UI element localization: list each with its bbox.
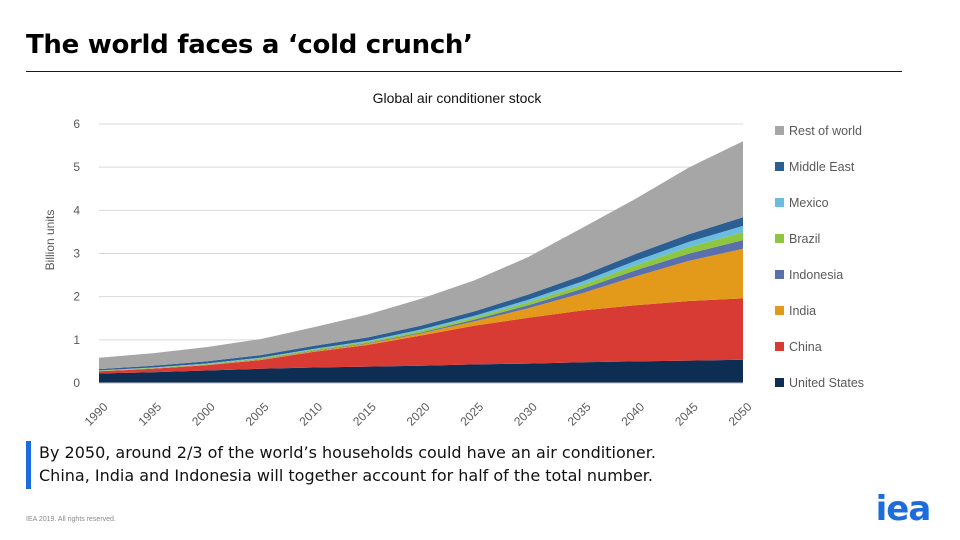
legend-label-india: India — [789, 304, 816, 318]
slide-title: The world faces a ‘cold crunch’ — [26, 30, 473, 60]
x-tick-label: 2010 — [296, 400, 325, 429]
copyright-footer: IEA 2019. All rights reserved. — [26, 516, 116, 523]
y-tick-label: 0 — [73, 376, 80, 390]
x-tick-label: 2015 — [350, 400, 379, 429]
title-divider — [26, 71, 902, 72]
x-tick-label: 1990 — [82, 400, 111, 429]
legend-swatch-rest-of-world — [775, 126, 784, 135]
caption-box: By 2050, around 2/3 of the world’s house… — [26, 441, 656, 489]
x-tick-label: 2045 — [672, 400, 701, 429]
y-tick-label: 1 — [73, 333, 80, 347]
caption-line-2: China, India and Indonesia will together… — [39, 466, 653, 485]
x-tick-label: 2000 — [189, 400, 218, 429]
x-tick-label: 2020 — [404, 400, 433, 429]
x-tick-label: 2025 — [457, 400, 486, 429]
x-tick-label: 2050 — [726, 400, 755, 429]
y-tick-label: 5 — [73, 160, 80, 174]
legend-label-mexico: Mexico — [789, 196, 829, 210]
y-tick-label: 2 — [73, 290, 80, 304]
chart-title: Global air conditioner stock — [373, 90, 543, 106]
air-conditioner-stock-chart: Global air conditioner stock 0 1 2 3 4 5 6 199… — [43, 90, 864, 429]
x-tick-label: 2005 — [243, 400, 272, 429]
x-tick-label: 2030 — [511, 400, 540, 429]
legend-label-brazil: Brazil — [789, 232, 820, 246]
x-tick-label: 1995 — [135, 400, 164, 429]
chart-legend: Rest of world Middle East Mexico Brazil Indo… — [775, 124, 864, 390]
legend-swatch-mexico — [775, 198, 784, 207]
iea-logo-text: iea — [876, 491, 931, 527]
legend-swatch-indonesia — [775, 270, 784, 279]
x-tick-label: 2040 — [618, 400, 647, 429]
legend-label-united-states: United States — [789, 376, 864, 390]
area-series-united-states — [99, 359, 743, 383]
chart-areas — [99, 141, 743, 383]
x-tick-label: 2035 — [565, 400, 594, 429]
legend-label-middle-east: Middle East — [789, 160, 855, 174]
y-tick-label: 6 — [73, 117, 80, 131]
y-tick-label: 4 — [73, 203, 80, 217]
legend-label-china: China — [789, 340, 822, 354]
legend-label-indonesia: Indonesia — [789, 268, 843, 282]
caption-line-1: By 2050, around 2/3 of the world’s house… — [39, 443, 656, 462]
legend-swatch-india — [775, 306, 784, 315]
legend-swatch-middle-east — [775, 162, 784, 171]
area-series-china — [99, 298, 743, 374]
y-axis-label: Billion units — [43, 210, 57, 271]
chart-axes: 1990 1995 2000 2005 2010 2015 2020 2025 2030 2035… — [82, 382, 755, 429]
legend-swatch-china — [775, 342, 784, 351]
legend-swatch-united-states — [775, 378, 784, 387]
area-series-rest-of-world — [99, 141, 743, 370]
iea-logo: iea — [876, 491, 932, 527]
legend-swatch-brazil — [775, 234, 784, 243]
legend-label-rest-of-world: Rest of world — [789, 124, 862, 138]
y-tick-label: 3 — [73, 247, 80, 261]
